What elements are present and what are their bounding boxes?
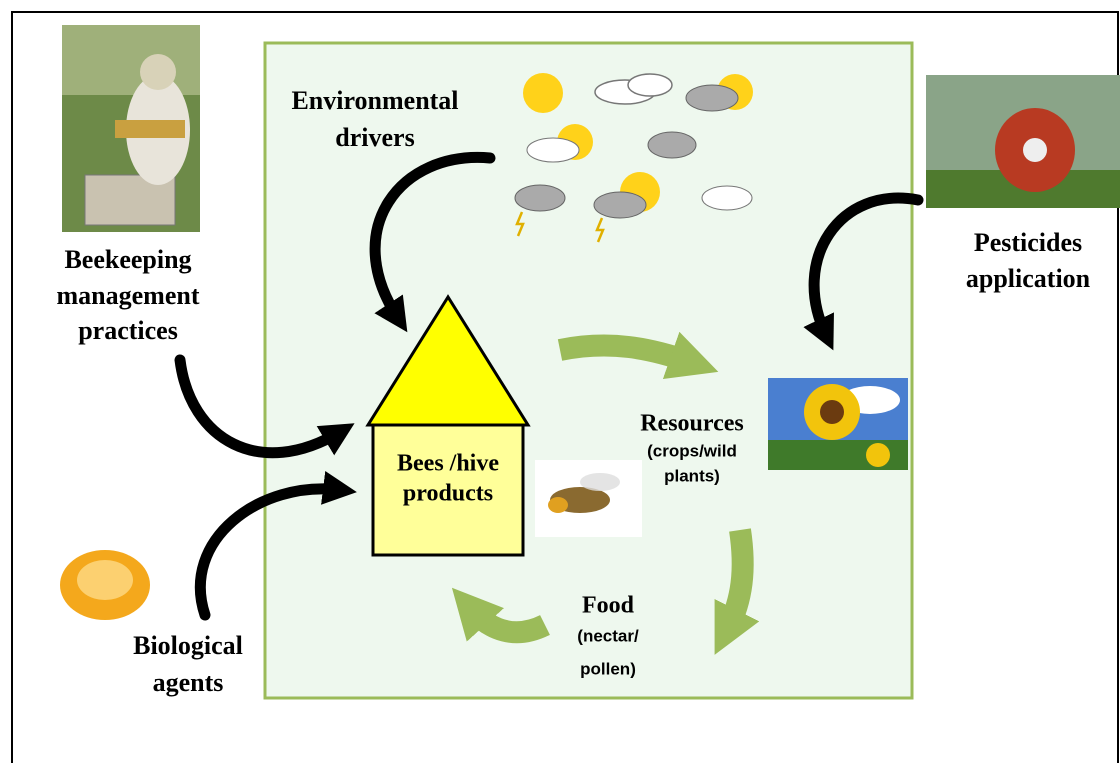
hive-label: Bees /hive (397, 451, 499, 477)
outer-frame (11, 11, 1119, 763)
environmental-label: drivers (335, 123, 414, 152)
sunflower-photo (768, 378, 908, 470)
beekeeper-photo (62, 25, 200, 232)
driver-arrows (174, 151, 924, 621)
beekeeping-label: management (57, 281, 200, 310)
beekeeping-label: practices (78, 316, 178, 345)
mite-photo (60, 550, 150, 620)
food-note: pollen) (580, 659, 636, 678)
biological-label: agents (153, 668, 224, 697)
environmental-label: Environmental (291, 86, 458, 115)
cycle-arrows (451, 331, 760, 655)
bee-photo (535, 460, 642, 537)
hive-label: products (403, 481, 493, 507)
pesticides-label: Pesticides (974, 228, 1082, 257)
beekeeping-label: Beekeeping (64, 245, 191, 274)
weather-icons (514, 73, 753, 243)
resources-note: plants) (664, 466, 720, 485)
sprayer-photo (926, 75, 1120, 208)
food-title: Food (582, 593, 635, 619)
pesticides-label: application (966, 264, 1091, 293)
resources-note: (crops/wild (647, 441, 737, 460)
food-note: (nectar/ (577, 626, 639, 645)
biological-label: Biological (133, 631, 243, 660)
resources-title: Resources (640, 411, 744, 437)
hive-body (371, 423, 525, 557)
